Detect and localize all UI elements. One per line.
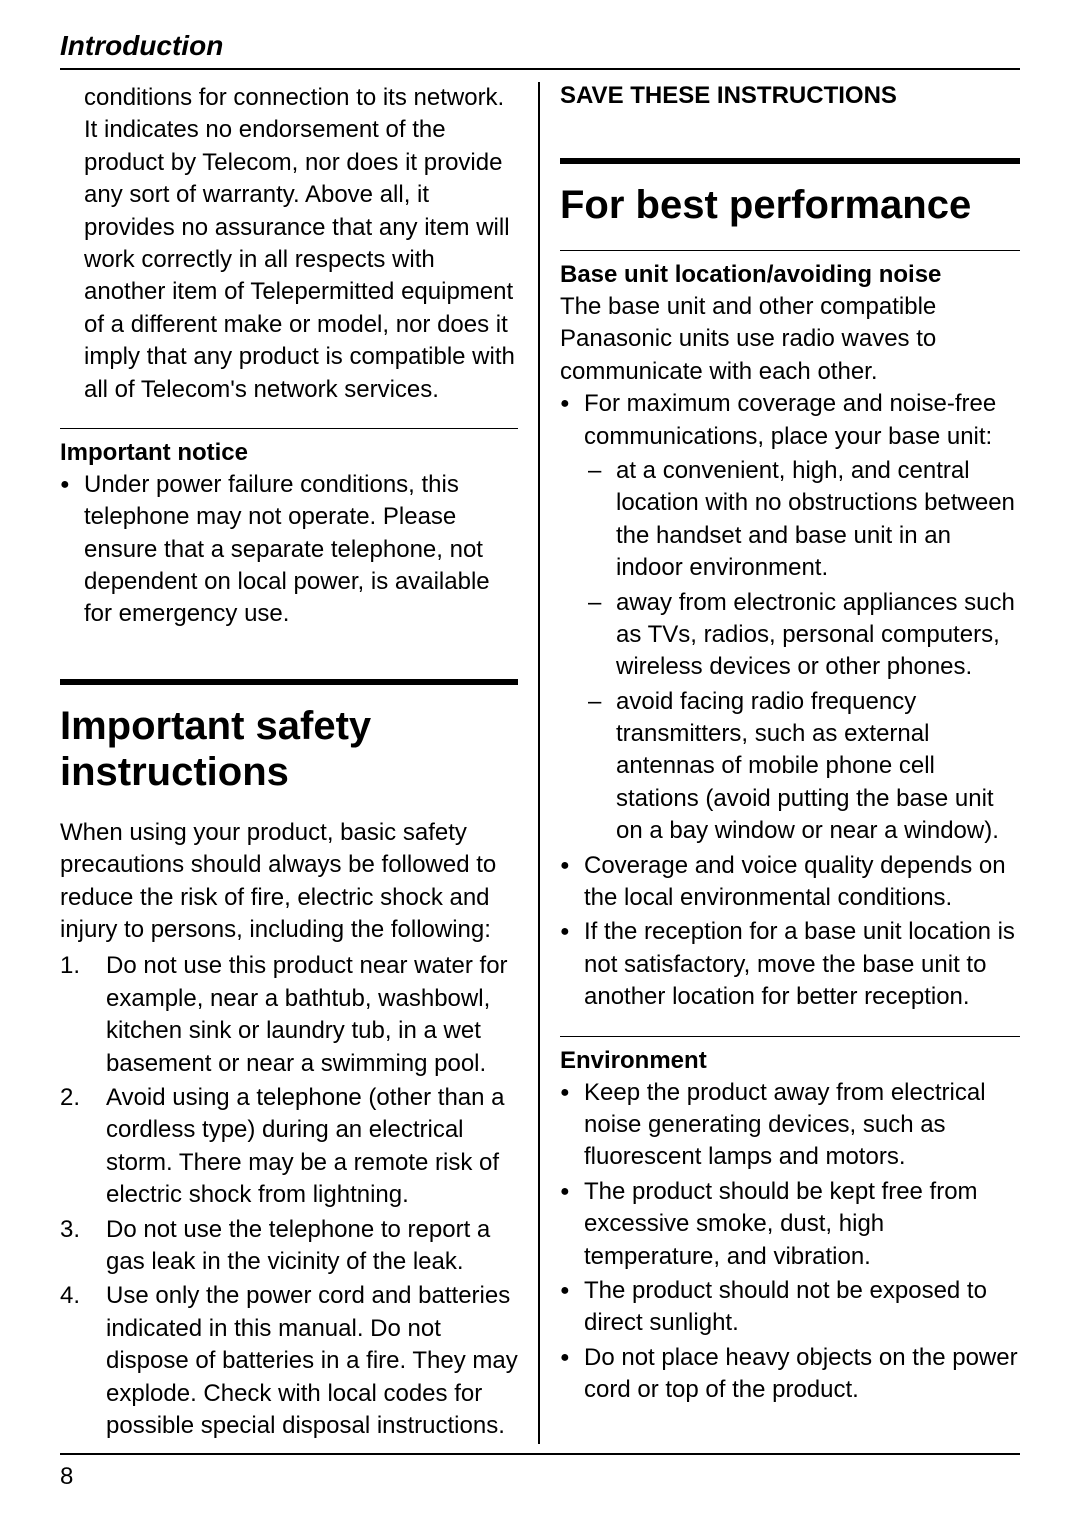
- base-item: If the reception for a base unit locatio…: [584, 916, 1020, 1013]
- environment-heading: Environment: [560, 1047, 1020, 1075]
- base-location-heading: Base unit location/avoiding noise: [560, 261, 1020, 289]
- continuation-text: conditions for connection to its network…: [60, 82, 518, 406]
- save-instructions: SAVE THESE INSTRUCTIONS: [560, 82, 1020, 110]
- safety-item: Avoid using a telephone (other than a co…: [106, 1082, 518, 1212]
- safety-title: Important safety instructions: [60, 703, 518, 795]
- important-notice-list: Under power failure conditions, this tel…: [60, 469, 518, 631]
- page-number: 8: [60, 1463, 73, 1490]
- section-divider: [60, 679, 518, 685]
- environment-item: The product should not be exposed to dir…: [584, 1275, 1020, 1340]
- important-notice-heading: Important notice: [60, 439, 518, 467]
- base-item: Coverage and voice quality depends on th…: [584, 850, 1020, 915]
- base-subitem: avoid facing radio frequency transmitter…: [616, 686, 1020, 848]
- base-intro: The base unit and other compatible Panas…: [560, 291, 1020, 388]
- left-column: conditions for connection to its network…: [60, 82, 540, 1444]
- divider: [560, 250, 1020, 251]
- safety-list: Do not use this product near water for e…: [60, 950, 518, 1442]
- section-divider: [560, 158, 1020, 164]
- base-subitem: away from electronic appliances such as …: [616, 587, 1020, 684]
- base-subitem: at a convenient, high, and central locat…: [616, 455, 1020, 585]
- safety-intro: When using your product, basic safety pr…: [60, 817, 518, 947]
- base-item-text: For maximum coverage and noise-free comm…: [584, 390, 996, 449]
- base-sublist: at a convenient, high, and central locat…: [584, 455, 1020, 848]
- important-notice-item: Under power failure conditions, this tel…: [84, 469, 518, 631]
- environment-item: The product should be kept free from exc…: [584, 1176, 1020, 1273]
- base-item: For maximum coverage and noise-free comm…: [584, 388, 1020, 847]
- performance-title: For best performance: [560, 182, 1020, 228]
- right-column: SAVE THESE INSTRUCTIONS For best perform…: [540, 82, 1020, 1444]
- environment-list: Keep the product away from electrical no…: [560, 1077, 1020, 1407]
- environment-item: Keep the product away from electrical no…: [584, 1077, 1020, 1174]
- page-header: Introduction: [60, 30, 1020, 70]
- base-list: For maximum coverage and noise-free comm…: [560, 388, 1020, 1013]
- page-footer: 8: [60, 1453, 1020, 1491]
- safety-item: Do not use this product near water for e…: [106, 950, 518, 1080]
- divider: [60, 428, 518, 429]
- header-title: Introduction: [60, 30, 223, 61]
- divider: [560, 1036, 1020, 1037]
- safety-item: Do not use the telephone to report a gas…: [106, 1214, 518, 1279]
- content-columns: conditions for connection to its network…: [60, 82, 1020, 1444]
- safety-item: Use only the power cord and batteries in…: [106, 1280, 518, 1442]
- environment-item: Do not place heavy objects on the power …: [584, 1342, 1020, 1407]
